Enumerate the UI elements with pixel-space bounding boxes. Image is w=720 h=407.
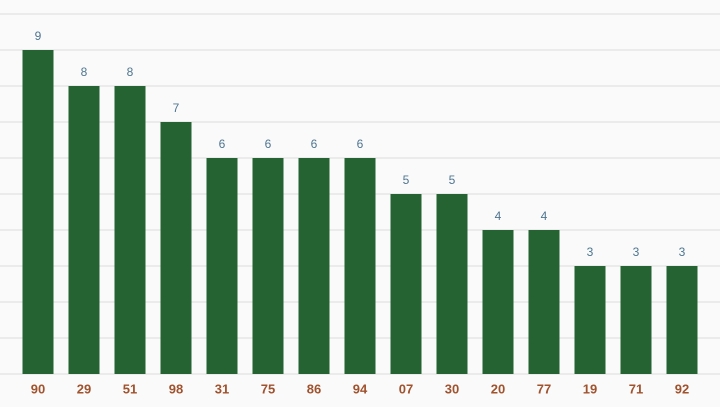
value-label: 3 [633, 245, 640, 259]
bar [482, 230, 514, 374]
value-label: 6 [219, 137, 226, 151]
value-label: 6 [311, 137, 318, 151]
value-label: 3 [587, 245, 594, 259]
value-label: 8 [127, 65, 134, 79]
x-tick-label: 98 [169, 381, 183, 396]
x-tick-label: 51 [123, 381, 137, 396]
bar [298, 158, 330, 374]
bar [160, 122, 192, 374]
x-tick-label: 77 [537, 381, 551, 396]
bar [436, 194, 468, 374]
x-tick-label: 90 [31, 381, 45, 396]
bar [390, 194, 422, 374]
bar [114, 86, 146, 374]
x-tick-label: 30 [445, 381, 459, 396]
value-label: 9 [35, 29, 42, 43]
bar [528, 230, 560, 374]
bar [666, 266, 698, 374]
value-label: 4 [495, 209, 502, 223]
value-label: 7 [173, 101, 180, 115]
x-tick-label: 94 [353, 381, 368, 396]
x-tick-label: 19 [583, 381, 597, 396]
x-tick-label: 75 [261, 381, 275, 396]
x-tick-label: 86 [307, 381, 321, 396]
bar [22, 50, 54, 374]
x-tick-label: 71 [629, 381, 643, 396]
x-tick-label: 92 [675, 381, 689, 396]
bar [206, 158, 238, 374]
bar [574, 266, 606, 374]
value-label: 5 [449, 173, 456, 187]
value-label: 6 [265, 137, 272, 151]
value-label: 5 [403, 173, 410, 187]
value-label: 8 [81, 65, 88, 79]
x-tick-label: 20 [491, 381, 505, 396]
x-tick-label: 31 [215, 381, 229, 396]
bar [252, 158, 284, 374]
value-label: 4 [541, 209, 548, 223]
bar [344, 158, 376, 374]
value-label: 3 [679, 245, 686, 259]
x-tick-label: 29 [77, 381, 91, 396]
bar [620, 266, 652, 374]
bar [68, 86, 100, 374]
x-tick-label: 07 [399, 381, 413, 396]
value-label: 6 [357, 137, 364, 151]
